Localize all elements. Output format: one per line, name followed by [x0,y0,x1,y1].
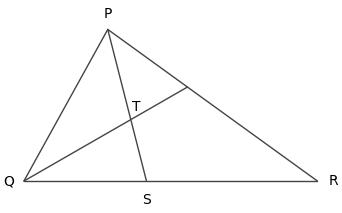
Text: R: R [329,174,338,188]
Text: Q: Q [3,174,14,188]
Text: P: P [104,7,112,21]
Text: S: S [142,193,151,207]
Text: T: T [132,100,141,114]
